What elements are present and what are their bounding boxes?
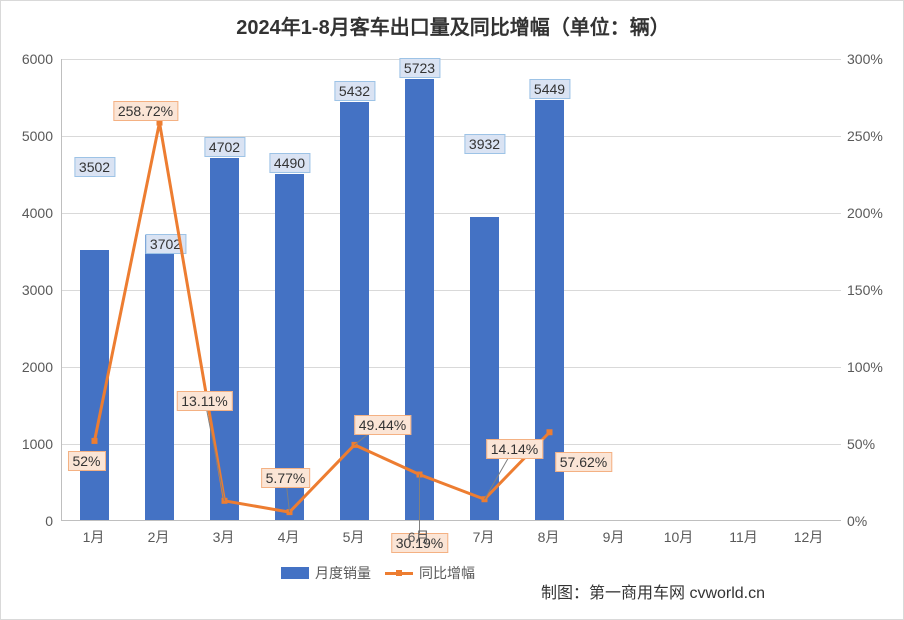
bar-value-label: 3702: [145, 234, 186, 254]
bar: [470, 217, 499, 520]
chart-container: 2024年1-8月客车出口量及同比增幅（单位：辆） 3502 3702 4702 44…: [0, 0, 904, 620]
gridline: [62, 444, 841, 445]
bar: [145, 235, 174, 520]
ytick-right: 150%: [847, 282, 883, 298]
ytick-right: 100%: [847, 359, 883, 375]
bar-value-label: 3502: [74, 157, 115, 177]
xtick: 6月: [408, 527, 430, 547]
gridline: [62, 213, 841, 214]
gridline: [62, 290, 841, 291]
bar-value-label: 4702: [204, 137, 245, 157]
ytick-right: 50%: [847, 436, 875, 452]
ytick-left: 6000: [22, 51, 53, 67]
xtick: 8月: [538, 527, 560, 547]
xtick: 3月: [213, 527, 235, 547]
legend-bar-label: 月度销量: [315, 563, 371, 583]
bar-value-label: 4490: [269, 153, 310, 173]
xtick: 9月: [603, 527, 625, 547]
gridline: [62, 136, 841, 137]
xtick: 11月: [729, 527, 758, 547]
bar: [210, 158, 239, 520]
gridline: [62, 367, 841, 368]
xtick: 7月: [473, 527, 495, 547]
ytick-left: 0: [45, 513, 53, 529]
xtick: 5月: [343, 527, 365, 547]
bar: [405, 79, 434, 520]
legend-line-label: 同比增幅: [419, 563, 475, 583]
ytick-left: 2000: [22, 359, 53, 375]
line-value-label: 5.77%: [261, 468, 311, 488]
line-value-label: 258.72%: [113, 101, 178, 121]
xtick: 1月: [83, 527, 105, 547]
chart-title: 2024年1-8月客车出口量及同比增幅（单位：辆）: [1, 11, 904, 40]
legend-line-swatch: [385, 567, 413, 579]
xtick: 12月: [794, 527, 824, 547]
ytick-left: 1000: [22, 436, 53, 452]
bar-value-label: 5723: [399, 58, 440, 78]
ytick-right: 200%: [847, 205, 883, 221]
line-value-label: 52%: [67, 451, 105, 471]
line-value-label: 49.44%: [354, 415, 411, 435]
xtick: 10月: [664, 527, 694, 547]
ytick-right: 300%: [847, 51, 883, 67]
plot-area: 3502 3702 4702 4490 5432 5723 3932 5449 52% 258.7…: [61, 59, 841, 521]
ytick-right: 0%: [847, 513, 867, 529]
ytick-left: 4000: [22, 205, 53, 221]
bar: [80, 250, 109, 520]
ytick-right: 250%: [847, 128, 883, 144]
ytick-left: 3000: [22, 282, 53, 298]
xtick: 2月: [148, 527, 170, 547]
bar-value-label: 5432: [334, 81, 375, 101]
gridline: [62, 59, 841, 60]
legend-bar-swatch: [281, 567, 309, 579]
credit-text: 制图：第一商用车网 cvworld.cn: [541, 579, 765, 603]
xtick: 4月: [278, 527, 300, 547]
legend: 月度销量 同比增幅: [281, 563, 475, 583]
line-value-label: 13.11%: [176, 391, 232, 411]
line-value-label: 57.62%: [555, 452, 612, 472]
bar: [340, 102, 369, 520]
bar-value-label: 3932: [464, 134, 505, 154]
line-value-label: 14.14%: [486, 439, 543, 459]
bar-value-label: 5449: [529, 79, 570, 99]
ytick-left: 5000: [22, 128, 53, 144]
